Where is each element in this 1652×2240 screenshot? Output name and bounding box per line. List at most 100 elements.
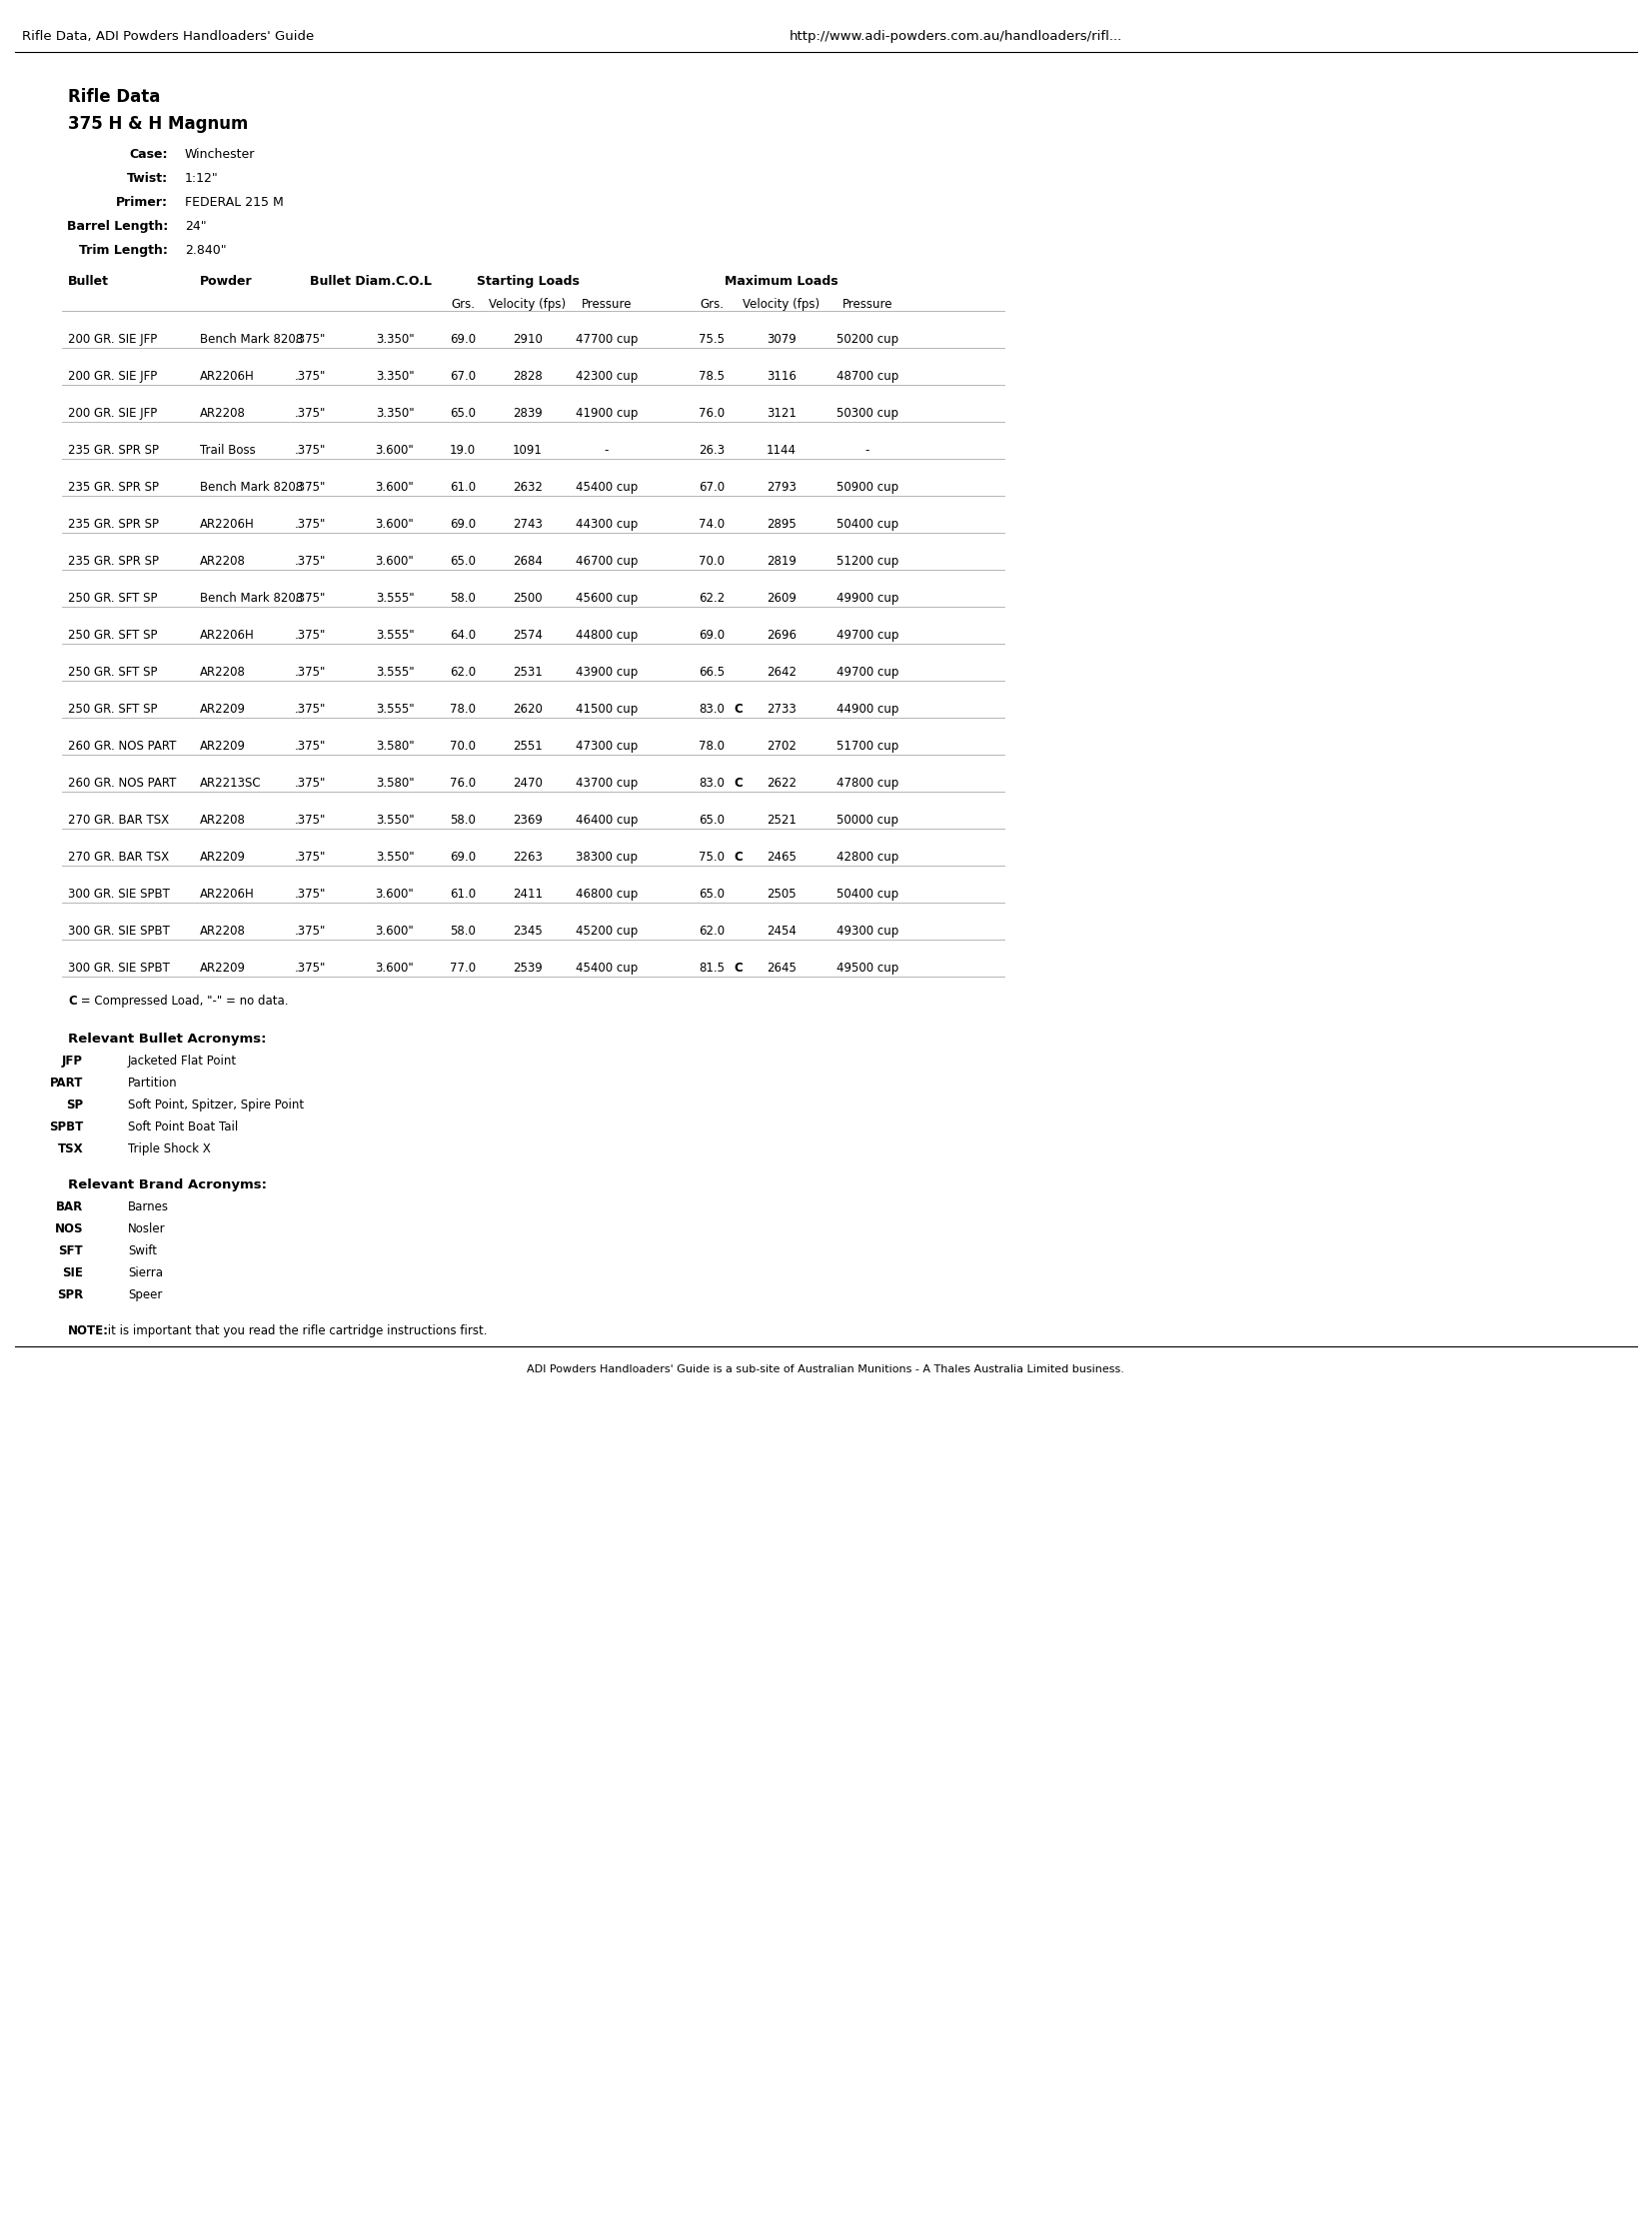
Text: 42800 cup: 42800 cup	[836, 851, 899, 865]
Text: 270 GR. BAR TSX: 270 GR. BAR TSX	[68, 851, 169, 865]
Text: 2733: 2733	[767, 703, 796, 717]
Text: 3.600": 3.600"	[375, 444, 415, 457]
Text: .375": .375"	[294, 851, 325, 865]
Text: Trim Length:: Trim Length:	[79, 244, 169, 258]
Text: AR2209: AR2209	[200, 961, 246, 974]
Text: SIE: SIE	[63, 1266, 83, 1279]
Text: 2470: 2470	[512, 777, 542, 791]
Text: 49700 cup: 49700 cup	[836, 629, 899, 641]
Text: 83.0: 83.0	[699, 777, 725, 791]
Text: 41900 cup: 41900 cup	[575, 408, 638, 419]
Text: 250 GR. SFT SP: 250 GR. SFT SP	[68, 591, 157, 605]
Text: Soft Point, Spitzer, Spire Point: Soft Point, Spitzer, Spire Point	[127, 1098, 304, 1111]
Text: 44300 cup: 44300 cup	[575, 517, 638, 531]
Text: 24": 24"	[185, 220, 206, 233]
Text: 250 GR. SFT SP: 250 GR. SFT SP	[68, 629, 157, 641]
Text: Swift: Swift	[127, 1245, 157, 1257]
Text: 270 GR. BAR TSX: 270 GR. BAR TSX	[68, 813, 169, 827]
Text: 2684: 2684	[512, 556, 542, 567]
Text: Soft Point Boat Tail: Soft Point Boat Tail	[127, 1120, 238, 1133]
Text: 3.600": 3.600"	[375, 925, 415, 939]
Text: C: C	[733, 961, 742, 974]
Text: Twist:: Twist:	[127, 172, 169, 186]
Text: AR2208: AR2208	[200, 556, 246, 567]
Text: Powder: Powder	[200, 276, 253, 289]
Text: 49900 cup: 49900 cup	[836, 591, 899, 605]
Text: Sierra: Sierra	[127, 1266, 164, 1279]
Text: 67.0: 67.0	[699, 482, 725, 493]
Text: .375": .375"	[294, 961, 325, 974]
Text: AR2209: AR2209	[200, 851, 246, 865]
Text: 65.0: 65.0	[449, 408, 476, 419]
Text: Velocity (fps): Velocity (fps)	[743, 298, 819, 311]
Text: 78.0: 78.0	[449, 703, 476, 717]
Text: SP: SP	[66, 1098, 83, 1111]
Text: 3079: 3079	[767, 334, 796, 345]
Text: 2539: 2539	[512, 961, 542, 974]
Text: C: C	[733, 851, 742, 865]
Text: TSX: TSX	[58, 1142, 83, 1156]
Text: 61.0: 61.0	[449, 887, 476, 900]
Text: .375": .375"	[294, 813, 325, 827]
Text: 46400 cup: 46400 cup	[575, 813, 638, 827]
Text: 3.600": 3.600"	[375, 517, 415, 531]
Text: 2454: 2454	[767, 925, 796, 939]
Text: AR2208: AR2208	[200, 813, 246, 827]
Text: C: C	[733, 703, 742, 717]
Text: 3.555": 3.555"	[375, 703, 415, 717]
Text: 2551: 2551	[512, 739, 542, 753]
Text: FEDERAL 215 M: FEDERAL 215 M	[185, 195, 284, 208]
Text: 235 GR. SPR SP: 235 GR. SPR SP	[68, 444, 159, 457]
Text: 44800 cup: 44800 cup	[575, 629, 638, 641]
Text: 47700 cup: 47700 cup	[575, 334, 638, 345]
Text: 1091: 1091	[512, 444, 542, 457]
Text: Nosler: Nosler	[127, 1223, 165, 1236]
Text: .375": .375"	[294, 887, 325, 900]
Text: 2622: 2622	[767, 777, 796, 791]
Text: AR2208: AR2208	[200, 925, 246, 939]
Text: Relevant Bullet Acronyms:: Relevant Bullet Acronyms:	[68, 1033, 266, 1046]
Text: 70.0: 70.0	[449, 739, 476, 753]
Text: 65.0: 65.0	[699, 813, 725, 827]
Text: 2793: 2793	[767, 482, 796, 493]
Text: 200 GR. SIE JFP: 200 GR. SIE JFP	[68, 334, 157, 345]
Text: C: C	[68, 995, 76, 1008]
Text: Speer: Speer	[127, 1288, 162, 1301]
Text: 2645: 2645	[767, 961, 796, 974]
Text: ADI Powders Handloaders' Guide is a sub-site of Australian Munitions - A Thales : ADI Powders Handloaders' Guide is a sub-…	[527, 1364, 1125, 1375]
Text: AR2208: AR2208	[200, 665, 246, 679]
Text: Bench Mark 8208: Bench Mark 8208	[200, 334, 302, 345]
Text: 50200 cup: 50200 cup	[836, 334, 899, 345]
Text: -: -	[605, 444, 610, 457]
Text: PART: PART	[50, 1077, 83, 1089]
Text: 58.0: 58.0	[449, 591, 476, 605]
Text: 2505: 2505	[767, 887, 796, 900]
Text: Pressure: Pressure	[582, 298, 631, 311]
Text: 66.5: 66.5	[699, 665, 725, 679]
Text: 77.0: 77.0	[449, 961, 476, 974]
Text: 3.580": 3.580"	[375, 739, 415, 753]
Text: 69.0: 69.0	[449, 517, 476, 531]
Text: 235 GR. SPR SP: 235 GR. SPR SP	[68, 556, 159, 567]
Text: 2263: 2263	[512, 851, 542, 865]
Text: 2910: 2910	[512, 334, 542, 345]
Text: 300 GR. SIE SPBT: 300 GR. SIE SPBT	[68, 925, 170, 939]
Text: AR2209: AR2209	[200, 739, 246, 753]
Text: 47800 cup: 47800 cup	[836, 777, 899, 791]
Text: 3.350": 3.350"	[375, 408, 415, 419]
Text: 69.0: 69.0	[699, 629, 725, 641]
Text: .375": .375"	[294, 334, 325, 345]
Text: 3.350": 3.350"	[375, 370, 415, 383]
Text: 51700 cup: 51700 cup	[836, 739, 899, 753]
Text: .375": .375"	[294, 703, 325, 717]
Text: .375": .375"	[294, 444, 325, 457]
Text: = Compressed Load, "-" = no data.: = Compressed Load, "-" = no data.	[78, 995, 289, 1008]
Text: 65.0: 65.0	[449, 556, 476, 567]
Text: .375": .375"	[294, 517, 325, 531]
Text: 250 GR. SFT SP: 250 GR. SFT SP	[68, 703, 157, 717]
Text: 76.0: 76.0	[449, 777, 476, 791]
Text: 69.0: 69.0	[449, 851, 476, 865]
Text: 2642: 2642	[767, 665, 796, 679]
Text: 69.0: 69.0	[449, 334, 476, 345]
Text: 45200 cup: 45200 cup	[575, 925, 638, 939]
